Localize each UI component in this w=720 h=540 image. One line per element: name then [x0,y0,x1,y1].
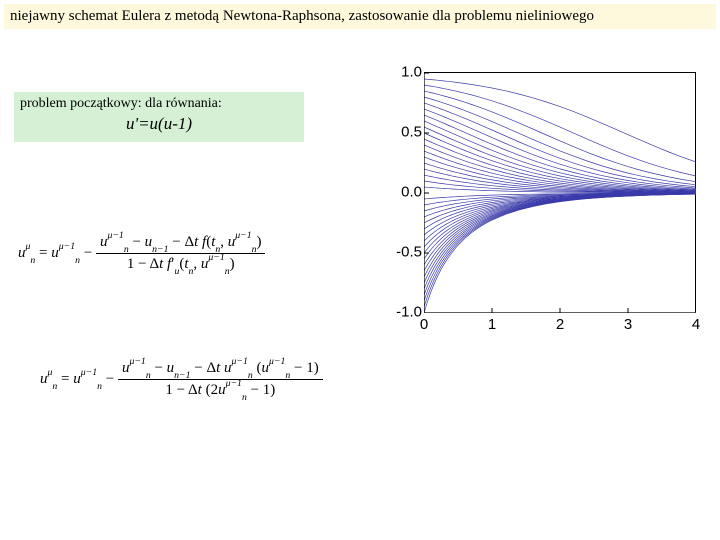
y-tick-label: -1.0 [384,304,422,321]
x-tick-label: 3 [624,316,632,333]
solution-chart: -1.0-0.50.00.51.0 01234 [388,72,696,342]
problem-equation: u'=u(u-1) [20,114,298,134]
problem-box: problem początkowy: dla równania: u'=u(u… [14,92,304,142]
problem-label: problem początkowy: dla równania: [20,96,298,112]
y-tick-label: 0.5 [384,124,422,141]
x-tick-label: 0 [420,316,428,333]
x-tick-label: 2 [556,316,564,333]
formula-specific: uμn = uμ−1n − uμ−1n − un−1 − Δt uμ−1n (u… [40,358,323,401]
x-tick-label: 1 [488,316,496,333]
title-bar: niejawny schemat Eulera z metodą Newtona… [4,4,716,29]
formula-general: uμn = uμ−1n − uμ−1n − un−1 − Δt f(tn, uμ… [18,232,265,275]
title-text: niejawny schemat Eulera z metodą Newtona… [10,8,594,24]
x-tick-label: 4 [692,316,700,333]
y-tick-label: 0.0 [384,184,422,201]
plot-svg [424,73,696,313]
plot-area [424,72,696,312]
y-tick-label: -0.5 [384,244,422,261]
y-tick-label: 1.0 [384,64,422,81]
